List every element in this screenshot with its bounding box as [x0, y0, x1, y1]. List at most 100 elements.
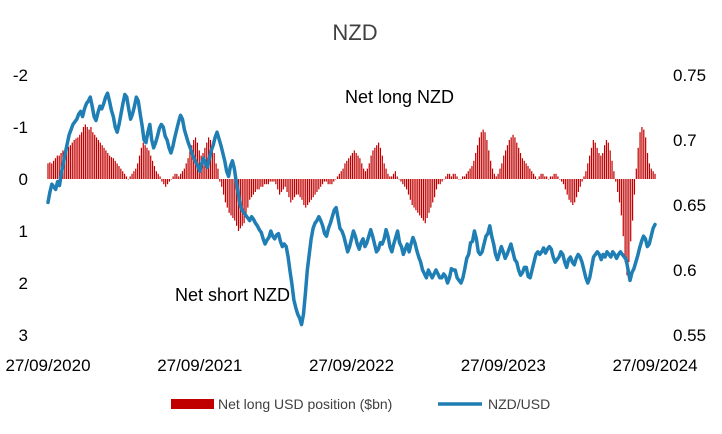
bar [364, 171, 367, 179]
bar [419, 179, 421, 216]
bar [598, 153, 600, 179]
bar [486, 140, 488, 179]
bar [413, 179, 415, 208]
bar [448, 173, 451, 179]
bar [81, 132, 83, 179]
bar [428, 179, 430, 213]
bar [460, 179, 462, 180]
bar [232, 179, 234, 218]
bar [144, 145, 146, 179]
bar [103, 147, 105, 179]
bar [77, 137, 79, 179]
bar [377, 142, 380, 179]
bar [615, 179, 617, 182]
bar [335, 179, 337, 180]
bar [262, 179, 264, 187]
bar [482, 129, 484, 179]
bar [600, 155, 602, 179]
bar [491, 168, 494, 179]
bar [456, 176, 458, 179]
bar [518, 147, 520, 179]
bar [478, 137, 481, 179]
bar [620, 179, 622, 216]
bar [463, 176, 466, 179]
bar [497, 173, 499, 179]
bar [407, 179, 410, 195]
bar [336, 176, 339, 179]
bar [519, 153, 522, 179]
bar [409, 179, 411, 200]
bar [387, 173, 389, 179]
x-tick-label: 27/09/2021 [157, 356, 242, 375]
bar [109, 155, 111, 179]
left-axis-ticks: -2 -1 0 1 2 3 [13, 66, 28, 345]
bar [613, 171, 615, 179]
bar [256, 179, 258, 190]
bar [596, 147, 598, 179]
bar [299, 179, 301, 198]
bar [512, 134, 514, 179]
bar [131, 173, 133, 179]
bar [611, 160, 613, 179]
bar [389, 176, 391, 179]
bar [122, 171, 124, 179]
bar [624, 179, 626, 263]
bar [458, 179, 460, 180]
bar [564, 179, 566, 190]
left-tick-label: -2 [13, 66, 28, 85]
bar [148, 150, 150, 179]
bar [376, 145, 378, 179]
bar [129, 176, 131, 179]
annotation-net-long: Net long NZD [345, 87, 454, 107]
bar [504, 150, 507, 179]
bar [94, 134, 96, 179]
bar [219, 179, 221, 182]
bar [224, 179, 227, 203]
bar [447, 173, 449, 179]
bar [534, 176, 537, 179]
bar [288, 179, 290, 198]
bar [344, 163, 346, 179]
bar [637, 147, 639, 179]
bar [308, 179, 311, 203]
bar [546, 176, 548, 179]
bar [639, 132, 641, 179]
bar [510, 137, 512, 179]
right-tick-label: 0.7 [673, 131, 697, 150]
bar [631, 179, 634, 221]
bar [383, 163, 385, 179]
bar [346, 160, 348, 179]
bar [88, 129, 90, 179]
bar [646, 153, 649, 179]
bar [321, 179, 324, 185]
bar [618, 179, 621, 203]
bar [514, 137, 516, 179]
bar [521, 158, 523, 179]
bar [499, 168, 501, 179]
bar [405, 179, 408, 190]
bar [116, 163, 118, 179]
bar [181, 171, 184, 179]
bar [645, 137, 647, 179]
bar [316, 179, 318, 192]
bar [318, 179, 320, 190]
bar [307, 179, 309, 205]
bar [189, 150, 191, 179]
bar [495, 176, 497, 179]
bar [67, 146, 70, 179]
bar [245, 179, 247, 216]
bar [450, 176, 453, 179]
bar [605, 140, 608, 179]
bar [159, 176, 161, 179]
bar [602, 153, 604, 179]
x-tick-label: 27/09/2020 [5, 356, 90, 375]
bar [475, 153, 477, 179]
bar [430, 179, 432, 208]
bar [366, 168, 368, 179]
bar [56, 155, 58, 179]
bar [361, 163, 363, 179]
bar [105, 150, 107, 179]
bar [574, 179, 576, 203]
bar [165, 179, 167, 187]
